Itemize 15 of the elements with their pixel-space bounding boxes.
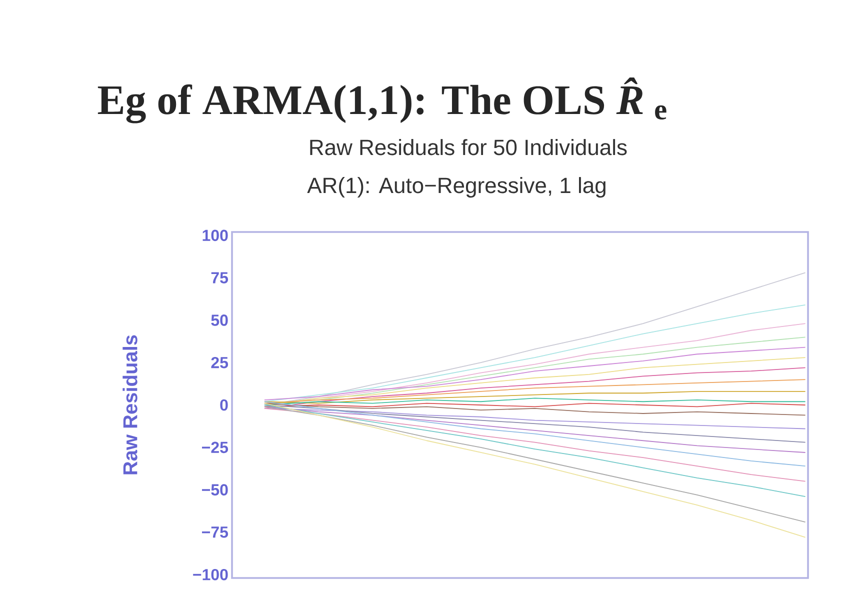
y-tick-label: −100 [193, 568, 228, 580]
y-tick-label: −75 [202, 526, 228, 538]
y-tick-label: −25 [202, 442, 228, 454]
y-tick-label: −50 [202, 484, 228, 496]
chart-subtitle: Raw Residuals for 50 Individuals [310, 139, 627, 156]
text: AR(1): Auto−Regressive, 1 lag [307, 177, 606, 198]
line-series [264, 379, 806, 404]
chart-title: Eg of ARMA(1,1): The OLS R̂$_{e}$ [98, 77, 666, 124]
y-tick-label: 25 [211, 356, 228, 368]
y-tick-label: 50 [211, 314, 228, 326]
line-series [264, 402, 806, 416]
y-axis-title: Raw Residuals [122, 335, 138, 474]
y-tick-label: 0 [220, 399, 228, 411]
y-tick-label: 75 [211, 272, 228, 284]
y-tick-label: 100 [202, 230, 228, 242]
